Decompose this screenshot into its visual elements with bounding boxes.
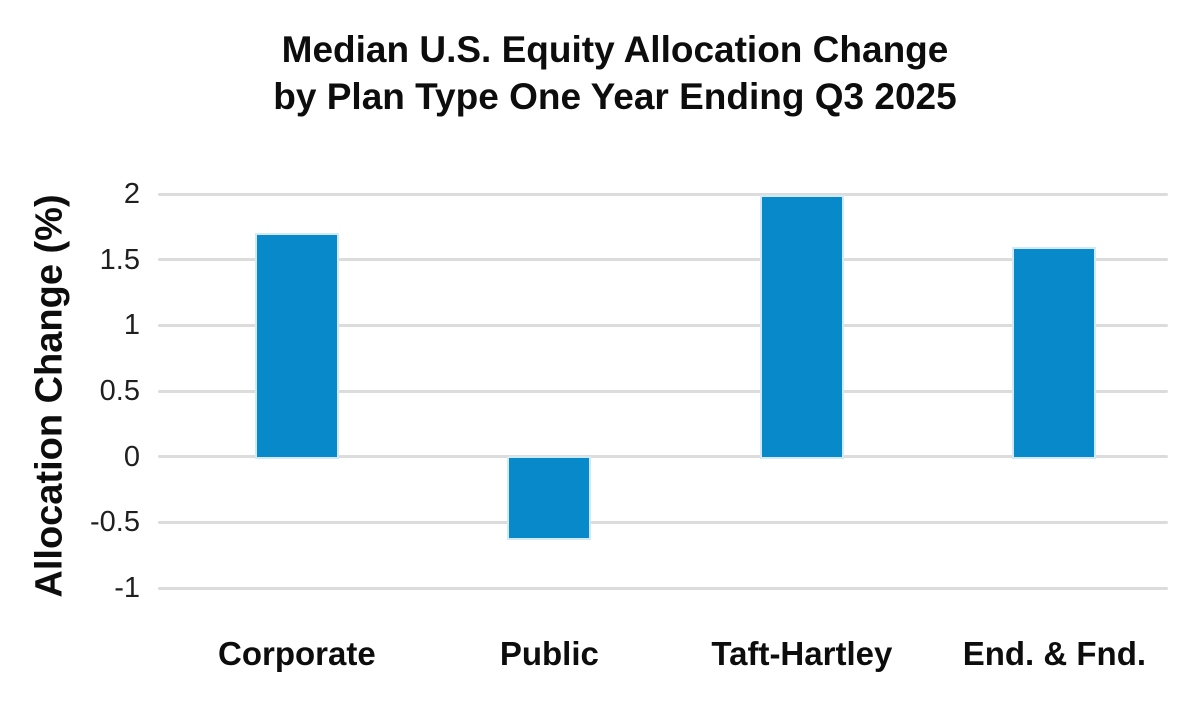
y-tick-label: 0.5 <box>99 375 140 407</box>
y-tick-label: 1.5 <box>99 243 140 276</box>
gridline <box>158 258 1168 262</box>
gridline <box>158 520 1168 524</box>
y-tick-label: -0.5 <box>90 506 140 539</box>
gridline <box>158 192 1168 196</box>
gridline <box>158 323 1168 327</box>
y-tick-label: 2 <box>123 178 140 210</box>
y-tick-label: -1 <box>114 572 140 604</box>
y-tick-label: 0 <box>123 440 140 473</box>
chart-title-line1: Median U.S. Equity Allocation Change <box>281 29 949 70</box>
x-axis-label: Corporate <box>218 635 376 672</box>
gridline <box>158 455 1168 459</box>
bar-taft-hartley <box>759 194 844 459</box>
bar-end-fnd <box>1012 247 1097 459</box>
x-axis-label: Taft-Hartley <box>711 635 893 672</box>
gridline <box>158 586 1168 590</box>
x-axis-label: End. & Fnd. <box>962 635 1147 672</box>
gridline <box>158 389 1168 393</box>
y-tick-label: 1 <box>123 309 140 342</box>
chart-title-line2: by Plan Type One Year Ending Q3 2025 <box>273 76 957 117</box>
x-axis-label: Public <box>499 635 599 672</box>
bar-public <box>507 455 592 540</box>
bar-corporate <box>254 232 339 459</box>
chart-title: Median U.S. Equity Allocation Change by … <box>30 26 1200 120</box>
